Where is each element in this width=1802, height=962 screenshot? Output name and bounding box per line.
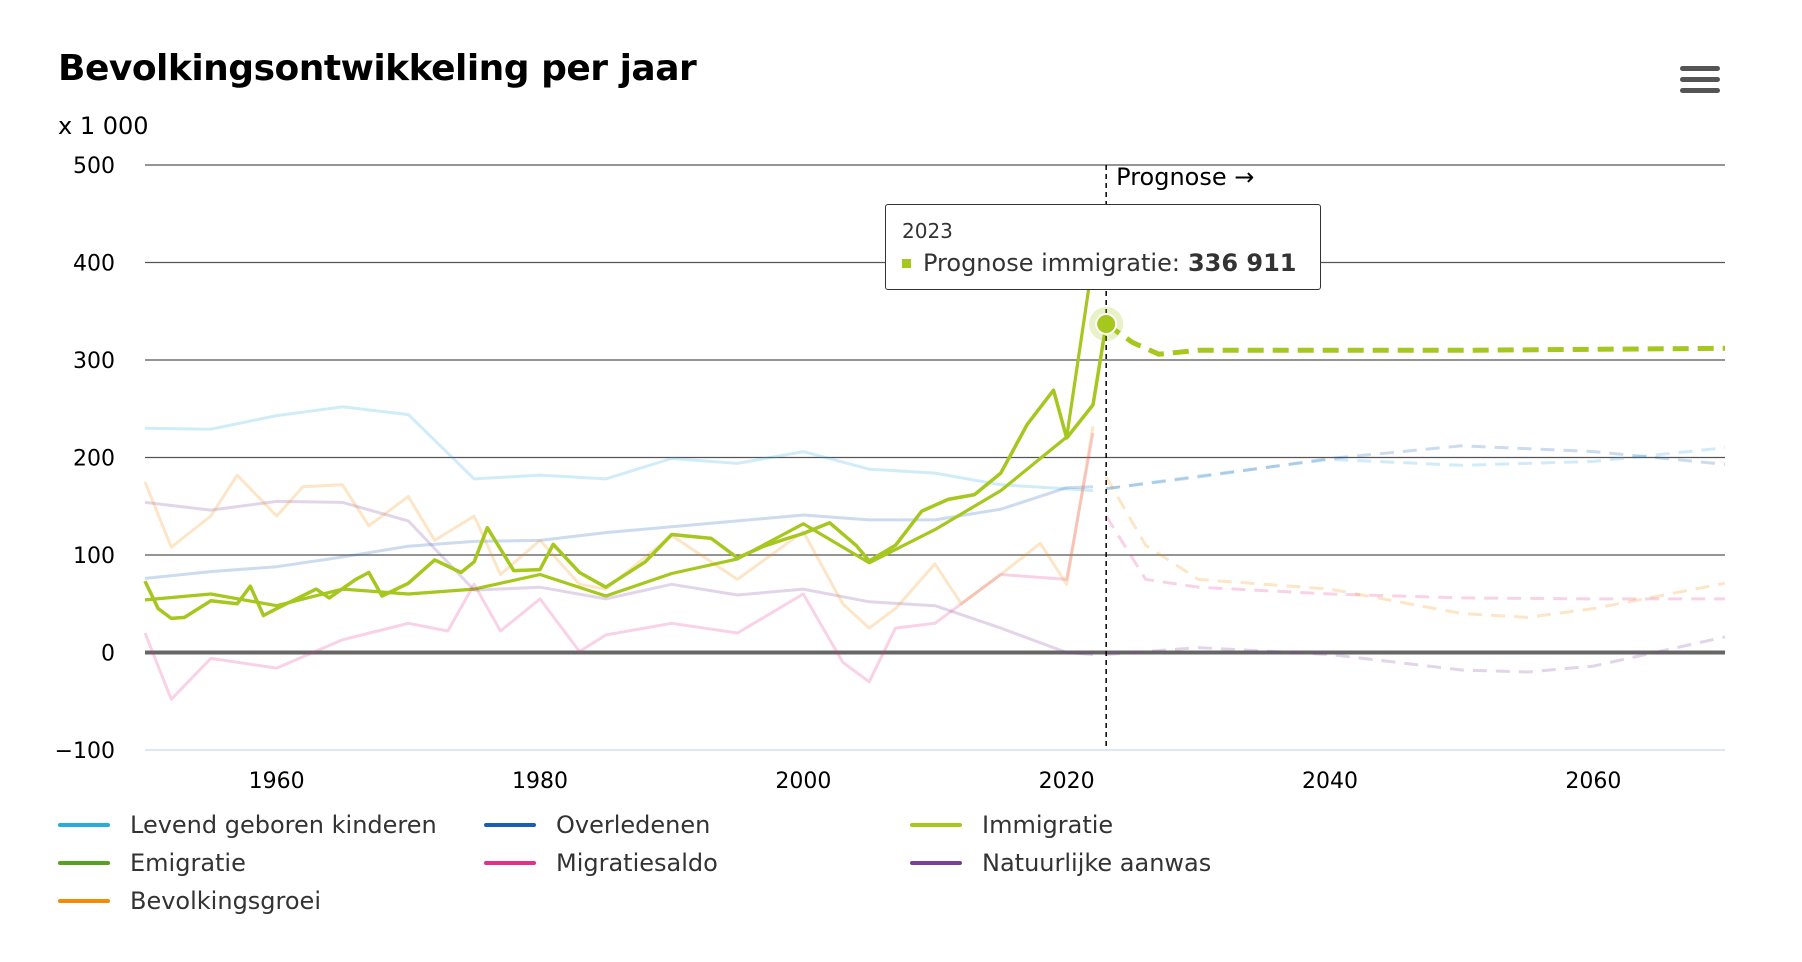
legend-swatch — [910, 823, 962, 827]
series-line — [143, 432, 1095, 701]
y-tick-label: 500 — [73, 154, 115, 179]
series-line — [143, 426, 1095, 630]
legend-swatch — [58, 861, 110, 865]
hamburger-menu-icon[interactable] — [1680, 66, 1720, 100]
series-line — [144, 405, 1094, 493]
legend-item[interactable]: Natuurlijke aanwas — [910, 846, 1211, 880]
x-tick-label: 2020 — [1039, 769, 1095, 794]
y-tick-label: 300 — [73, 349, 115, 374]
tooltip-label: Prognose immigratie: — [923, 249, 1180, 277]
legend-item[interactable]: Bevolkingsgroei — [58, 884, 321, 918]
y-tick-label: 200 — [73, 447, 115, 472]
chart-title: Bevolkingsontwikkeling per jaar — [58, 48, 697, 89]
legend-swatch — [484, 823, 536, 827]
series-line-highlighted — [143, 323, 1108, 621]
y-tick-label: −100 — [55, 739, 115, 764]
legend-item[interactable]: Emigratie — [58, 846, 246, 880]
x-tick-label: 1960 — [249, 769, 305, 794]
legend-item[interactable]: Immigratie — [910, 808, 1113, 842]
x-tick-label: 2040 — [1302, 769, 1358, 794]
series-line — [144, 485, 1094, 580]
legend-swatch — [484, 861, 536, 865]
hover-marker — [1095, 313, 1118, 336]
x-tick-label: 2000 — [775, 769, 831, 794]
legend-item[interactable]: Overledenen — [484, 808, 710, 842]
legend-label: Natuurlijke aanwas — [982, 849, 1212, 877]
tooltip: 2023 Prognose immigratie: 336 911 — [885, 204, 1321, 290]
x-tick-label: 1980 — [512, 769, 568, 794]
tooltip-year: 2023 — [902, 219, 953, 243]
tooltip-series-marker — [902, 258, 911, 268]
legend-label: Levend geboren kinderen — [130, 811, 437, 839]
series-line — [144, 499, 1094, 656]
legend-swatch — [58, 899, 110, 903]
menu-bar — [1680, 88, 1720, 93]
legend-label: Immigratie — [982, 811, 1114, 839]
menu-bar — [1680, 77, 1720, 82]
legend-label: Emigratie — [130, 849, 246, 877]
legend-label: Overledenen — [556, 811, 711, 839]
x-tick-label: 2060 — [1565, 769, 1621, 794]
menu-bar — [1680, 66, 1720, 71]
legend-swatch — [58, 823, 110, 827]
series-line — [144, 259, 1095, 608]
series-forecast-line — [1104, 515, 1725, 601]
y-unit-label: x 1 000 — [58, 112, 149, 140]
prognose-label: Prognose → — [1116, 163, 1254, 191]
y-tick-label: 100 — [73, 544, 115, 569]
y-tick-label: 0 — [101, 642, 115, 667]
legend-swatch — [910, 861, 962, 865]
series-forecast-line — [1106, 635, 1726, 674]
series-forecast-line — [1106, 444, 1726, 491]
tooltip-value: 336 911 — [1187, 249, 1297, 277]
legend-label: Migratiesaldo — [556, 849, 718, 877]
series-forecast-line — [1104, 321, 1726, 357]
legend-label: Bevolkingsgroei — [130, 887, 321, 915]
y-tick-label: 400 — [73, 252, 115, 277]
legend-item[interactable]: Migratiesaldo — [484, 846, 718, 880]
series-forecast-line — [1105, 446, 1726, 491]
legend-item[interactable]: Levend geboren kinderen — [58, 808, 437, 842]
